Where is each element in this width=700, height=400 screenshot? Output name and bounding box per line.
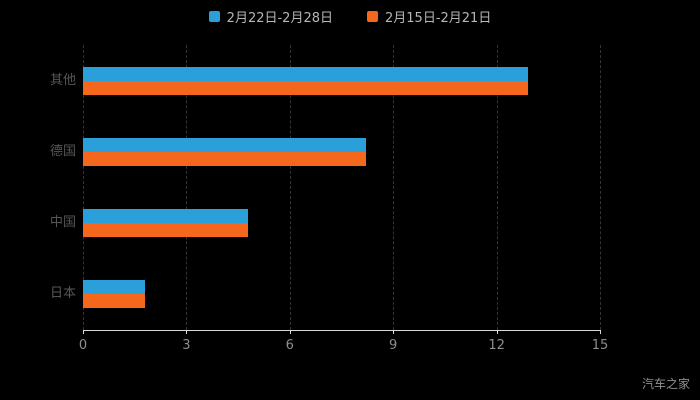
bar-series1-德国 <box>83 137 366 152</box>
y-category-label: 中国 <box>49 215 76 231</box>
x-axis-tick <box>186 330 188 334</box>
gridline <box>289 45 291 330</box>
legend-label-series1: 2月22日-2月28日 <box>226 11 333 26</box>
gridline <box>83 45 84 330</box>
watermark-text: 汽车之家 <box>641 377 690 391</box>
legend-item-series1[interactable]: 2月22日-2月28日 <box>208 7 333 26</box>
x-axis-tick <box>83 330 84 334</box>
x-axis-tick <box>600 330 601 334</box>
gridline <box>186 45 188 330</box>
legend-swatch-series1-icon <box>208 11 220 22</box>
gridline <box>600 45 601 330</box>
x-axis-tick-label: 3 <box>182 338 191 353</box>
plot-area: 0 3 6 9 12 15 <box>79 45 608 353</box>
x-axis-tick-label: 12 <box>488 338 505 353</box>
y-category-label: 日本 <box>49 286 76 302</box>
x-axis-tick <box>393 330 395 334</box>
x-axis-tick <box>289 330 291 334</box>
chart-legend: 2月22日-2月28日 2月15日-2月21日 <box>0 7 700 26</box>
gridline <box>393 45 395 330</box>
x-axis-tick-label: 9 <box>389 338 398 353</box>
x-axis-tick-label: 0 <box>78 338 88 353</box>
x-axis-tick-label: 6 <box>285 338 294 353</box>
y-category-label: 德国 <box>49 143 76 159</box>
bar-series2-中国 <box>83 223 249 238</box>
legend-swatch-series2-icon <box>367 11 378 22</box>
legend-item-series2[interactable]: 2月15日-2月21日 <box>367 7 491 26</box>
bar-series2-其他 <box>83 80 528 95</box>
y-category-label: 其他 <box>49 72 76 88</box>
bar-series1-其他 <box>83 66 528 81</box>
legend-label-series2: 2月15日-2月21日 <box>385 11 492 26</box>
bar-series1-中国 <box>83 209 249 224</box>
bar-series1-日本 <box>83 280 146 295</box>
gridline <box>496 45 498 330</box>
bar-series2-日本 <box>83 294 146 309</box>
bar-series2-德国 <box>83 151 366 166</box>
x-axis-tick <box>496 330 498 334</box>
x-axis-tick-label: 15 <box>591 338 609 353</box>
